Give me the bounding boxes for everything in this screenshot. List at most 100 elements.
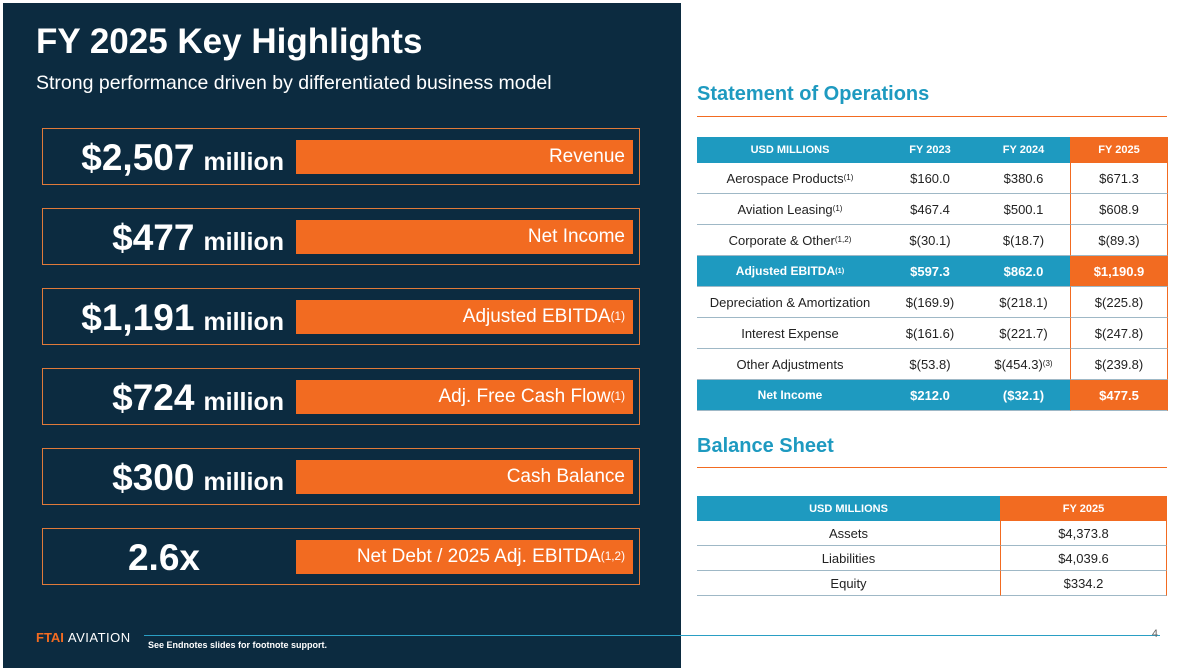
row-label: Net Income xyxy=(697,380,883,411)
highlight-label-text: Net Income xyxy=(527,226,625,247)
section-title: Balance Sheet xyxy=(697,435,834,457)
row-label: Interest Expense xyxy=(697,318,883,349)
highlight-unit: million xyxy=(203,468,284,496)
cell-text: $160.0 xyxy=(910,170,950,186)
highlight-label-text: Net Debt / 2025 Adj. EBITDA xyxy=(356,546,601,567)
cell-text: $500.1 xyxy=(1003,201,1044,217)
row-label-text: Aerospace Products xyxy=(726,170,844,186)
highlight-number: $1,191 xyxy=(81,297,195,338)
subtitle: Strong performance driven by differentia… xyxy=(36,72,552,94)
table-cell: $467.4 xyxy=(883,194,977,225)
row-label-text: Net Income xyxy=(757,388,823,402)
row-label-text: Aviation Leasing xyxy=(737,201,833,217)
section-rule xyxy=(697,467,1167,468)
cell-text: $467.4 xyxy=(910,201,950,217)
row-label: Adjusted EBITDA (1) xyxy=(697,256,883,287)
highlight-label: Revenue xyxy=(296,140,633,174)
section-title: Statement of Operations xyxy=(697,83,930,105)
table-cell: $4,373.8 xyxy=(1000,521,1167,546)
cell-text: ($32.1) xyxy=(1002,387,1045,403)
highlight-value: $2,507 million xyxy=(44,128,284,185)
cell-text: $1,190.9 xyxy=(1093,263,1145,279)
page-number: 4 xyxy=(1151,628,1158,640)
highlight-number: 2.6x xyxy=(127,537,200,578)
row-label: Liabilities xyxy=(697,546,1000,571)
logo: FTAI AVIATION xyxy=(36,628,146,646)
footer-rule xyxy=(144,635,1160,636)
highlight-label: Net Income xyxy=(296,220,633,254)
cell-text: $(454.3) xyxy=(994,356,1043,372)
highlight-box xyxy=(42,208,640,265)
table-header: USD MILLIONS xyxy=(697,137,883,163)
table-cell: $1,190.9 xyxy=(1070,256,1168,287)
cell-text: $380.6 xyxy=(1003,170,1044,186)
table-header: FY 2024 xyxy=(977,137,1070,163)
highlight-label-text: Adjusted EBITDA xyxy=(462,306,611,327)
table-cell: $(89.3) xyxy=(1070,225,1168,256)
highlight-value: $477 million xyxy=(44,208,284,265)
cell-text: $(221.7) xyxy=(999,325,1048,341)
table-cell: $862.0 xyxy=(977,256,1070,287)
highlight-label-text: Adj. Free Cash Flow xyxy=(438,386,611,407)
cell-text: $212.0 xyxy=(910,387,950,403)
cell-text: $(247.8) xyxy=(1094,325,1144,341)
table-header: USD MILLIONS xyxy=(697,496,1000,521)
row-label-text: Depreciation & Amortization xyxy=(709,294,871,310)
row-label-text: Adjusted EBITDA xyxy=(735,264,836,278)
highlight-unit: million xyxy=(203,388,284,416)
highlight-value: $1,191 million xyxy=(44,288,284,345)
table-header: FY 2025 xyxy=(1000,496,1167,521)
title: FY 2025 Key Highlights xyxy=(36,22,423,61)
cell-text: $(18.7) xyxy=(1002,232,1045,248)
highlight-number: $2,507 xyxy=(81,137,195,178)
highlight-label: Adj. Free Cash Flow (1) xyxy=(296,380,633,414)
highlight-box xyxy=(42,128,640,185)
cell-text: $597.3 xyxy=(910,263,950,279)
highlight-label: Cash Balance xyxy=(296,460,633,494)
table-cell: $597.3 xyxy=(883,256,977,287)
table-cell: $(161.6) xyxy=(883,318,977,349)
cell-text: $(169.9) xyxy=(905,294,955,310)
section-rule xyxy=(697,116,1167,117)
table-cell: $608.9 xyxy=(1070,194,1168,225)
cell-text: $(161.6) xyxy=(905,325,955,341)
cell-text: $(218.1) xyxy=(999,294,1048,310)
table-cell: $160.0 xyxy=(883,163,977,194)
highlight-number: $477 xyxy=(112,217,195,258)
table-cell: $(218.1) xyxy=(977,287,1070,318)
highlight-unit: million xyxy=(203,228,284,256)
row-label: Equity xyxy=(697,571,1000,596)
cell-text: $477.5 xyxy=(1099,387,1139,403)
row-label: Depreciation & Amortization xyxy=(697,287,883,318)
table-cell: $(30.1) xyxy=(883,225,977,256)
row-label-text: Other Adjustments xyxy=(736,356,844,372)
cell-text: $(239.8) xyxy=(1094,356,1144,372)
table-cell: $(225.8) xyxy=(1070,287,1168,318)
table-header: FY 2023 xyxy=(883,137,977,163)
cell-text: $608.9 xyxy=(1099,201,1139,217)
table-header: FY 2025 xyxy=(1070,137,1168,163)
highlight-unit: million xyxy=(203,308,284,336)
table-cell: $334.2 xyxy=(1000,571,1167,596)
table-cell: $212.0 xyxy=(883,380,977,411)
cell-text: $(53.8) xyxy=(909,356,951,372)
table-cell: $(18.7) xyxy=(977,225,1070,256)
table-cell: $500.1 xyxy=(977,194,1070,225)
table-cell: $(53.8) xyxy=(883,349,977,380)
row-label: Other Adjustments xyxy=(697,349,883,380)
row-label-text: Corporate & Other xyxy=(728,232,835,248)
highlight-label: Adjusted EBITDA (1) xyxy=(296,300,633,334)
highlight-value: $300 million xyxy=(44,448,284,505)
table-cell: $(221.7) xyxy=(977,318,1070,349)
row-label: Aviation Leasing (1) xyxy=(697,194,883,225)
table-cell: $(169.9) xyxy=(883,287,977,318)
cell-text: $(89.3) xyxy=(1098,232,1140,248)
row-label: Aerospace Products (1) xyxy=(697,163,883,194)
highlight-box xyxy=(42,448,640,505)
highlight-value: 2.6x xyxy=(44,528,284,585)
cell-text: $(225.8) xyxy=(1094,294,1144,310)
highlight-label: Net Debt / 2025 Adj. EBITDA (1,2) xyxy=(296,540,633,574)
table-cell: $(239.8) xyxy=(1070,349,1168,380)
